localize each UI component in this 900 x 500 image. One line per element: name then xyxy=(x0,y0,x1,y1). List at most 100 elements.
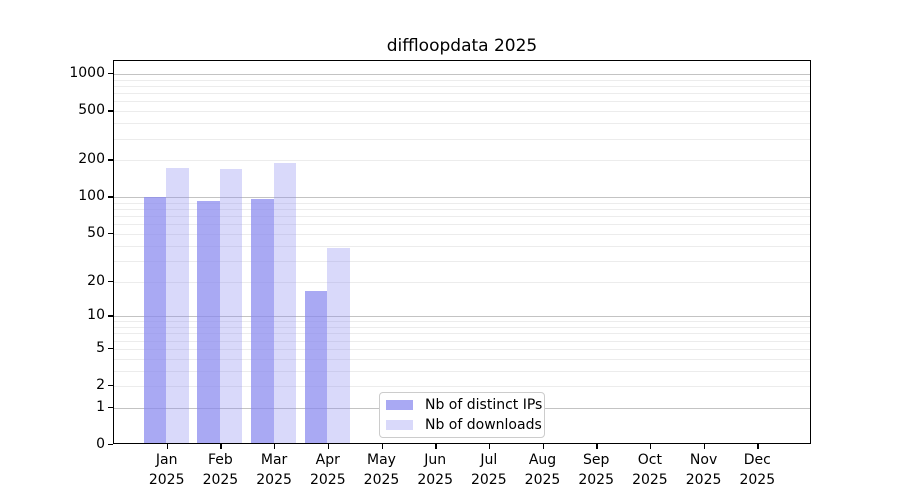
y-tick-label: 1 xyxy=(96,398,105,415)
gridline-minor xyxy=(114,370,810,372)
gridline-minor xyxy=(114,216,810,218)
x-tick-month: Jul xyxy=(480,452,498,468)
x-tick-month: May xyxy=(367,452,396,468)
x-tick-year: 2025 xyxy=(363,472,400,488)
gridline-minor xyxy=(114,111,810,113)
y-tick-mark xyxy=(108,406,113,409)
gridline-major xyxy=(114,316,810,318)
x-tick-month: Nov xyxy=(689,452,718,468)
y-tick-label: 2 xyxy=(96,377,105,393)
gridline-minor xyxy=(114,79,810,81)
gridline-minor xyxy=(114,86,810,87)
y-tick-mark xyxy=(108,159,113,161)
x-tick-year: 2025 xyxy=(202,472,239,488)
y-tick-mark xyxy=(108,315,113,317)
x-tick-month: Aug xyxy=(528,452,557,468)
x-tick-month: Dec xyxy=(743,452,771,468)
plot-area xyxy=(113,60,811,444)
y-tick-mark xyxy=(108,385,113,387)
gridline-minor xyxy=(114,233,810,235)
x-tick-label: May 2025 xyxy=(347,450,417,490)
gridline-minor xyxy=(114,138,810,140)
bar-nb-of-downloads-mar xyxy=(273,163,297,443)
x-tick-year: 2025 xyxy=(632,472,668,488)
x-tick-year: 2025 xyxy=(148,472,185,488)
gridline-minor xyxy=(114,209,810,210)
bar-nb-of-distinct-ips-jan xyxy=(143,196,167,443)
legend-row-downloads: Nb of downloads xyxy=(386,416,542,434)
x-tick-label: Dec 2025 xyxy=(722,450,792,490)
gridline-minor xyxy=(114,202,810,204)
x-tick-mark xyxy=(703,444,705,449)
y-tick-label: 5 xyxy=(96,339,105,356)
x-tick-mark xyxy=(542,444,544,449)
legend-swatch-downloads xyxy=(386,420,413,430)
x-tick-mark xyxy=(381,444,383,449)
bar-nb-of-distinct-ips-apr xyxy=(304,290,328,443)
y-tick-label: 100 xyxy=(78,188,105,205)
x-tick-year: 2025 xyxy=(685,472,722,488)
x-tick-year: 2025 xyxy=(578,472,614,488)
gridline-minor xyxy=(114,245,810,247)
x-tick-month: Sep xyxy=(582,452,610,468)
x-tick-mark xyxy=(596,444,598,449)
x-tick-label: Jun 2025 xyxy=(400,450,470,490)
y-tick-label: 10 xyxy=(87,307,105,324)
x-tick-label: Feb 2025 xyxy=(185,450,255,490)
x-tick-month: Feb xyxy=(207,452,233,468)
x-tick-label: Mar 2025 xyxy=(239,450,309,490)
x-tick-year: 2025 xyxy=(524,472,561,488)
x-tick-year: 2025 xyxy=(739,472,776,488)
x-tick-mark xyxy=(274,444,276,449)
legend: Nb of distinct IPs Nb of downloads xyxy=(379,392,545,438)
gridline-major xyxy=(114,197,810,199)
x-tick-mark xyxy=(327,444,330,449)
gridline-minor xyxy=(114,123,810,125)
y-tick-mark xyxy=(108,444,113,446)
x-tick-month: Jun xyxy=(424,452,447,468)
y-tick-label: 500 xyxy=(78,102,105,119)
x-tick-mark xyxy=(220,444,222,449)
gridline-minor xyxy=(114,321,810,323)
legend-label-downloads: Nb of downloads xyxy=(425,417,542,433)
x-tick-year: 2025 xyxy=(256,472,292,488)
gridline-minor xyxy=(114,224,810,226)
gridline-minor xyxy=(114,333,810,335)
gridline-minor xyxy=(114,348,810,350)
chart-title: diffloopdata 2025 xyxy=(386,36,538,56)
x-tick-label: Nov 2025 xyxy=(669,450,739,490)
y-tick-mark xyxy=(108,347,113,350)
gridline-minor xyxy=(114,327,810,328)
x-tick-year: 2025 xyxy=(309,472,346,488)
x-tick-year: 2025 xyxy=(470,472,507,488)
y-tick-mark xyxy=(108,280,113,282)
gridline-minor xyxy=(114,260,810,262)
legend-label-distinct-ips: Nb of distinct IPs xyxy=(425,397,543,413)
bar-nb-of-downloads-apr xyxy=(327,247,350,443)
y-tick-label: 1000 xyxy=(69,65,105,81)
x-tick-month: Oct xyxy=(637,452,662,468)
gridline-minor xyxy=(114,160,810,162)
x-tick-label: Sep 2025 xyxy=(561,450,631,490)
x-tick-mark xyxy=(166,444,169,449)
x-tick-label: Jan 2025 xyxy=(132,450,202,490)
legend-swatch-distinct-ips xyxy=(386,400,413,410)
bar-nb-of-downloads-jan xyxy=(166,168,189,443)
x-tick-month: Jan xyxy=(155,452,178,468)
y-tick-label: 200 xyxy=(78,151,105,168)
x-tick-year: 2025 xyxy=(417,472,453,488)
x-tick-label: Aug 2025 xyxy=(508,450,578,490)
gridline-minor xyxy=(114,281,810,283)
bar-nb-of-downloads-feb xyxy=(219,169,243,443)
legend-row-distinct-ips: Nb of distinct IPs xyxy=(386,396,542,414)
y-tick-label: 20 xyxy=(87,272,105,289)
x-tick-month: Mar xyxy=(260,452,288,468)
bar-nb-of-distinct-ips-mar xyxy=(251,198,274,443)
gridline-major xyxy=(114,74,810,75)
x-tick-label: Apr 2025 xyxy=(293,450,363,490)
y-tick-mark xyxy=(108,196,113,198)
bar-nb-of-distinct-ips-feb xyxy=(197,200,220,443)
y-tick-mark xyxy=(108,73,113,75)
x-tick-mark xyxy=(488,444,491,449)
